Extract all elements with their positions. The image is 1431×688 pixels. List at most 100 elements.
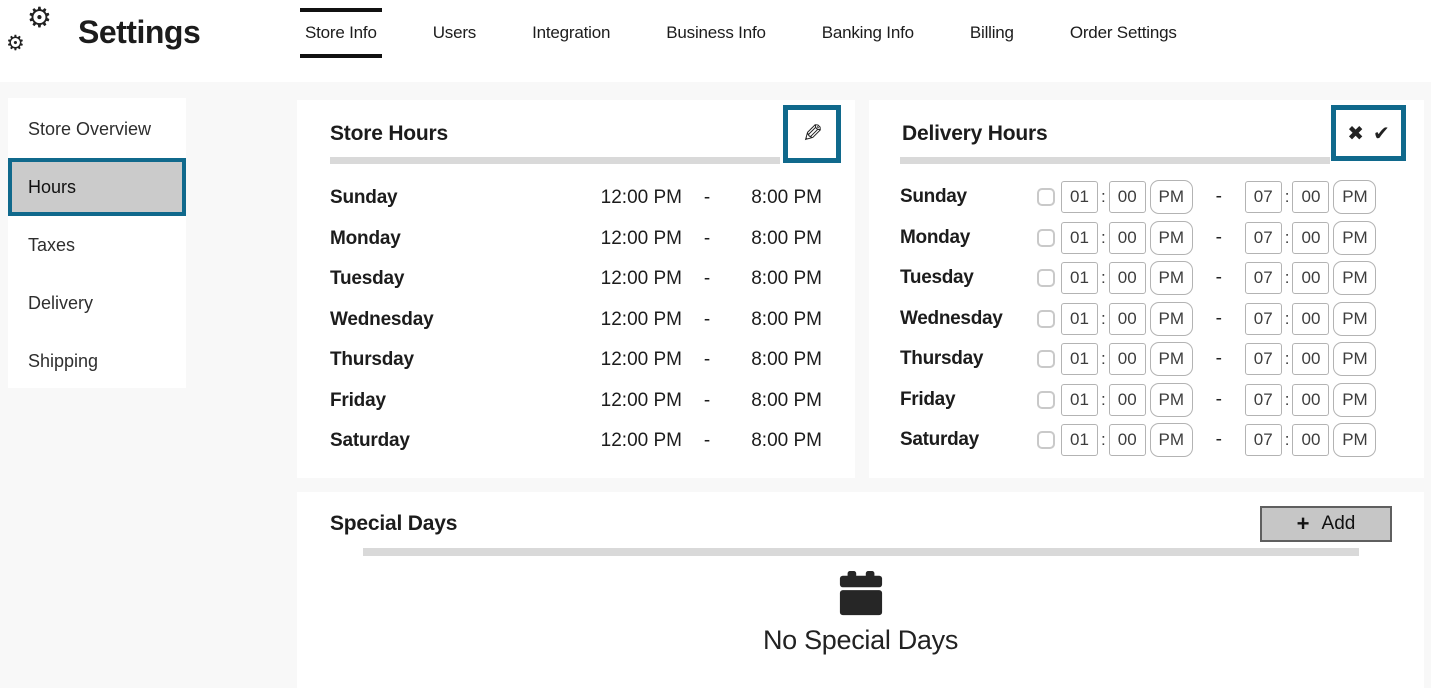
sidebar-item[interactable]: Delivery — [8, 274, 186, 332]
end-meridiem-select[interactable]: PM — [1333, 342, 1377, 377]
start-hour-input[interactable] — [1061, 221, 1098, 254]
add-special-day-button[interactable]: + Add — [1260, 506, 1392, 542]
end-time-group: : PM — [1244, 220, 1377, 255]
page-title: Settings — [78, 14, 201, 50]
end-time-group: : PM — [1244, 342, 1377, 377]
close-time: 8:00 PM — [751, 227, 822, 249]
end-meridiem-select[interactable]: PM — [1333, 423, 1377, 458]
end-meridiem-select[interactable]: PM — [1333, 382, 1377, 417]
tab[interactable]: Order Settings — [1069, 23, 1177, 42]
end-meridiem-select[interactable]: PM — [1333, 261, 1377, 296]
start-minute-input[interactable] — [1108, 302, 1146, 335]
end-minute-input[interactable] — [1292, 302, 1330, 335]
start-minute-input[interactable] — [1108, 221, 1146, 254]
start-meridiem-select[interactable]: PM — [1149, 342, 1193, 377]
start-meridiem-select[interactable]: PM — [1149, 180, 1193, 215]
store-hours-table: Sunday 12:00 PM - 8:00 PM Monday 12:00 P… — [330, 178, 822, 462]
start-hour-input[interactable] — [1061, 424, 1098, 457]
end-hour-input[interactable] — [1244, 221, 1282, 254]
day-enabled-checkbox[interactable] — [1037, 269, 1055, 288]
end-hour-input[interactable] — [1244, 424, 1282, 457]
start-meridiem-select[interactable]: PM — [1149, 301, 1193, 336]
end-meridiem-select[interactable]: PM — [1333, 220, 1377, 255]
sidebar-item-label: Delivery — [28, 292, 94, 313]
start-hour-input[interactable] — [1061, 383, 1098, 416]
time-colon: : — [1101, 389, 1106, 409]
end-time-group: : PM — [1244, 382, 1377, 417]
tab[interactable]: Store Info — [300, 8, 382, 58]
start-hour-input[interactable] — [1061, 302, 1098, 335]
day-enabled-checkbox[interactable] — [1037, 309, 1055, 328]
empty-state-text: No Special Days — [762, 625, 959, 655]
special-days-card: Special Days + Add No Special Days — [297, 492, 1424, 688]
day-label: Tuesday — [330, 268, 405, 290]
end-meridiem-select[interactable]: PM — [1333, 180, 1377, 215]
tab[interactable]: Integration — [532, 23, 611, 42]
start-minute-input[interactable] — [1108, 383, 1146, 416]
start-minute-input[interactable] — [1108, 181, 1146, 214]
start-meridiem-select[interactable]: PM — [1149, 220, 1193, 255]
special-days-title: Special Days — [330, 512, 458, 535]
start-time-group: : PM — [1061, 342, 1193, 377]
day-enabled-checkbox[interactable] — [1037, 350, 1055, 369]
sidebar-item[interactable]: Store Overview — [8, 100, 186, 158]
delivery-hours-row: Friday : PM - : PM — [900, 380, 1394, 421]
start-meridiem-select[interactable]: PM — [1149, 423, 1193, 458]
day-enabled-checkbox[interactable] — [1037, 188, 1055, 207]
tab[interactable]: Billing — [969, 23, 1014, 42]
tab[interactable]: Business Info — [666, 23, 766, 42]
start-meridiem-select[interactable]: PM — [1149, 382, 1193, 417]
delivery-hours-edit-actions: ✖ ✔ — [1331, 105, 1406, 161]
tab[interactable]: Users — [432, 23, 477, 42]
start-time-group: : PM — [1061, 261, 1193, 296]
gear-icon: ⚙ — [6, 32, 25, 55]
end-hour-input[interactable] — [1244, 181, 1282, 214]
day-enabled-checkbox[interactable] — [1037, 431, 1055, 450]
day-enabled-checkbox[interactable] — [1037, 228, 1055, 247]
delivery-hours-title: Delivery Hours — [902, 122, 1048, 145]
confirm-icon[interactable]: ✔ — [1373, 122, 1390, 145]
sidebar-item[interactable]: Hours — [8, 158, 186, 216]
time-colon: : — [1101, 430, 1106, 450]
start-hour-input[interactable] — [1061, 262, 1098, 295]
day-enabled-checkbox[interactable] — [1037, 390, 1055, 409]
end-hour-input[interactable] — [1244, 262, 1282, 295]
delivery-hours-card: Delivery Hours ✖ ✔ Sunday : PM - : PM Mo… — [869, 100, 1424, 478]
end-minute-input[interactable] — [1292, 343, 1330, 376]
time-colon: : — [1101, 349, 1106, 369]
cancel-icon[interactable]: ✖ — [1347, 122, 1364, 145]
time-range-separator: - — [703, 430, 711, 452]
start-meridiem-select[interactable]: PM — [1149, 261, 1193, 296]
edit-store-hours-button[interactable]: ✎ — [783, 105, 841, 163]
start-minute-input[interactable] — [1108, 262, 1146, 295]
end-minute-input[interactable] — [1292, 262, 1330, 295]
day-label: Friday — [900, 388, 956, 410]
sidebar-item-label: Taxes — [28, 234, 76, 255]
tab[interactable]: Banking Info — [821, 23, 914, 42]
sidebar-item[interactable]: Taxes — [8, 216, 186, 274]
start-hour-input[interactable] — [1061, 343, 1098, 376]
end-minute-input[interactable] — [1292, 181, 1330, 214]
end-meridiem-select[interactable]: PM — [1333, 301, 1377, 336]
start-minute-input[interactable] — [1108, 343, 1146, 376]
start-minute-input[interactable] — [1108, 424, 1146, 457]
end-hour-input[interactable] — [1244, 343, 1282, 376]
close-time: 8:00 PM — [751, 187, 822, 209]
calendar-icon — [839, 571, 882, 616]
end-minute-input[interactable] — [1292, 221, 1330, 254]
sidebar-item-label: Hours — [28, 176, 77, 197]
start-hour-input[interactable] — [1061, 181, 1098, 214]
time-range-separator: - — [1215, 226, 1222, 248]
end-minute-input[interactable] — [1292, 383, 1330, 416]
end-hour-input[interactable] — [1244, 302, 1282, 335]
end-minute-input[interactable] — [1292, 424, 1330, 457]
time-range-separator: - — [703, 389, 711, 411]
close-time: 8:00 PM — [751, 308, 822, 330]
time-colon: : — [1284, 187, 1290, 207]
close-time: 8:00 PM — [751, 430, 822, 452]
time-range-separator: - — [703, 268, 711, 290]
delivery-hours-row: Wednesday : PM - : PM — [900, 299, 1394, 340]
end-hour-input[interactable] — [1244, 383, 1282, 416]
day-label: Sunday — [330, 187, 398, 209]
sidebar-item[interactable]: Shipping — [8, 332, 186, 390]
